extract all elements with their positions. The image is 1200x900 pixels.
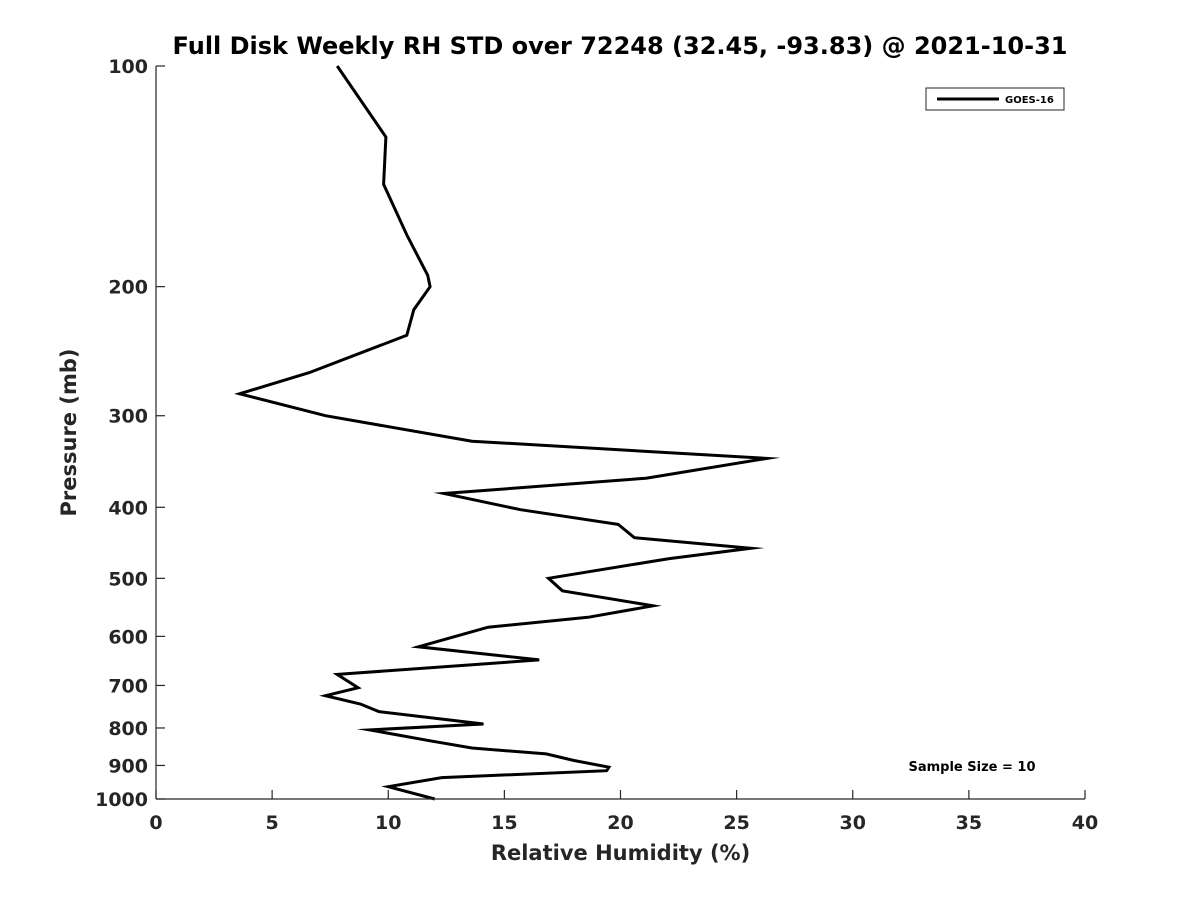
y-tick-label: 700 bbox=[108, 675, 148, 697]
y-tick-label: 100 bbox=[108, 56, 148, 78]
y-tick-label: 500 bbox=[108, 568, 148, 590]
legend-label-goes-16: GOES-16 bbox=[1005, 95, 1054, 106]
series-line-goes-16 bbox=[234, 65, 781, 801]
y-tick-label: 900 bbox=[108, 755, 148, 777]
y-axis-label: Pressure (mb) bbox=[57, 349, 81, 517]
sample-size-annotation: Sample Size = 10 bbox=[908, 760, 1035, 775]
legend: GOES-16 bbox=[925, 87, 1065, 111]
y-tick-label: 200 bbox=[108, 277, 148, 299]
x-tick-label: 15 bbox=[491, 812, 517, 834]
x-tick-label: 40 bbox=[1072, 812, 1098, 834]
y-tick-label: 300 bbox=[108, 406, 148, 428]
x-axis-ticks: 0 5 10 15 20 25 30 35 40 bbox=[149, 790, 1098, 834]
plot-area bbox=[156, 66, 1085, 799]
x-tick-label: 35 bbox=[956, 812, 982, 834]
y-tick-label: 600 bbox=[108, 626, 148, 648]
x-tick-label: 5 bbox=[266, 812, 279, 834]
y-tick-label: 800 bbox=[108, 718, 148, 740]
y-tick-label: 1000 bbox=[95, 789, 148, 811]
x-tick-label: 20 bbox=[607, 812, 633, 834]
chart-title: Full Disk Weekly RH STD over 72248 (32.4… bbox=[173, 32, 1068, 60]
series-group bbox=[234, 65, 781, 801]
x-tick-label: 10 bbox=[375, 812, 401, 834]
x-axis-label: Relative Humidity (%) bbox=[491, 841, 750, 865]
y-tick-label: 400 bbox=[108, 497, 148, 519]
x-tick-label: 0 bbox=[149, 812, 162, 834]
x-tick-label: 30 bbox=[840, 812, 866, 834]
y-axis-ticks: 100 200 300 400 500 600 700 800 900 1000 bbox=[95, 56, 165, 811]
x-tick-label: 25 bbox=[723, 812, 749, 834]
